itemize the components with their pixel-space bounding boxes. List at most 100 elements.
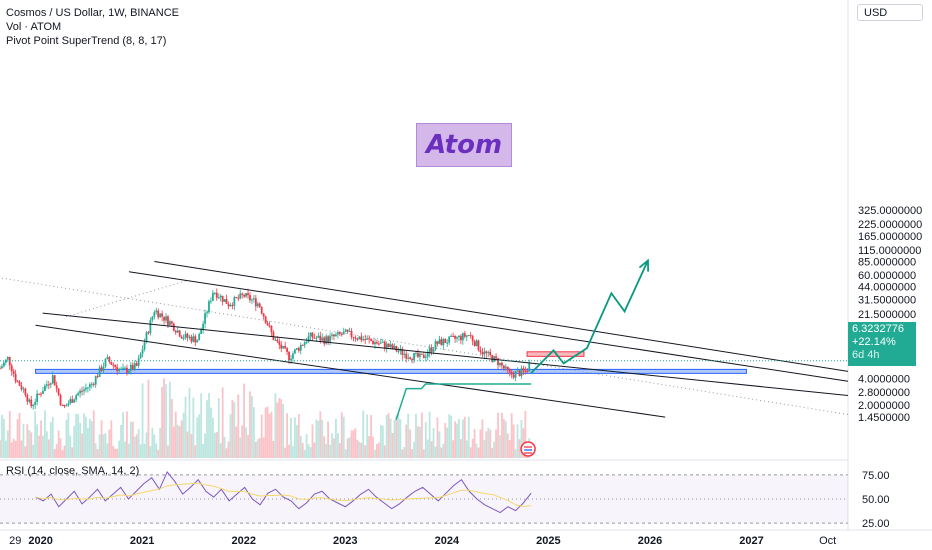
candle-body [210,300,212,302]
candle-body [38,393,40,395]
volume-bar [481,419,484,458]
candle-body [69,399,72,404]
y-tick-label: 165.0000000 [858,231,922,243]
y-tick-label: 225.0000000 [858,219,922,231]
volume-bar [473,429,476,458]
volume-bar [465,440,468,458]
volume-bar [120,424,122,458]
volume-bar [249,391,251,458]
channel-line [35,324,666,418]
projection-arrowhead [638,258,650,272]
candle-body [180,336,183,339]
candle-body [348,330,351,332]
x-tick-label: 29 [9,535,21,547]
candle-body [90,383,93,385]
atom-annotation-label[interactable]: Atom [416,123,512,167]
volume-bar [215,432,218,458]
candle-body [223,299,226,302]
candle-body [282,345,285,349]
candle-body [145,332,148,343]
candle-body [176,330,179,333]
volume-bar [110,420,113,458]
y-tick-label: 31.5000000 [858,294,916,306]
volume-bar [524,410,527,458]
candle-body [305,341,308,343]
supertrend-indicator-label[interactable]: Pivot Point SuperTrend (8, 8, 17) [6,35,167,47]
volume-bar [243,383,246,458]
candle-body [321,337,324,341]
volume-bar [444,422,447,458]
candle-body [98,367,101,377]
volume-bar [504,421,507,458]
volume-bar [333,438,335,458]
candle-body [331,334,333,336]
candle-body [354,337,357,339]
volume-bar [67,412,70,458]
candle-body [270,325,273,333]
candle-body [204,313,206,324]
volume-bar [167,445,169,458]
candle-body [86,387,89,389]
volume-bar [139,444,142,458]
candle-body [512,374,515,378]
volume-bar [86,427,89,458]
volume-bar [360,442,363,458]
volume-bar [315,419,318,458]
candle-body [0,368,1,370]
candle-body [372,340,374,345]
candle-body [6,356,9,360]
x-tick-label: Oct [819,535,836,547]
candle-body [516,370,519,372]
candle-body [10,365,13,372]
candle-body [458,335,460,338]
rsi-line [35,470,532,514]
volume-bar [12,438,15,458]
volume-bar [461,419,464,458]
volume-bar [188,387,191,458]
volume-bar [118,440,121,458]
volume-bar [71,447,74,458]
candle-body [360,336,363,341]
volume-bar [10,442,13,458]
volume-bar [372,436,374,458]
volume-bar [467,416,470,458]
volume-bar [469,447,472,458]
candle-body [118,368,121,372]
candle-body [514,371,517,378]
candle-body [460,335,462,341]
volume-bar [436,417,439,458]
y-tick-label: 115.0000000 [858,245,921,257]
volume-bar [26,424,29,458]
volume-bar [108,429,111,458]
candle-body [239,293,242,299]
candle-body [333,334,335,337]
rsi-legend[interactable]: RSI (14, close, SMA, 14, 2) [6,465,140,477]
volume-bar [147,379,150,458]
candle-body [297,347,300,351]
volume-bar [254,441,257,458]
candle-body [387,343,390,348]
candle-body [381,341,384,343]
candle-body [165,316,167,321]
candle-body [149,320,152,334]
volume-bar [231,400,234,458]
volume-bar [24,446,27,458]
candle-body [196,340,199,343]
symbol-title[interactable]: Cosmos / US Dollar, 1W, BINANCE [6,7,179,19]
candle-body [467,335,470,337]
currency-selector[interactable]: USD [857,4,923,21]
volume-bar [32,444,35,458]
candle-body [401,348,404,355]
candle-body [317,335,320,338]
volume-indicator-label[interactable]: Vol · ATOM [6,21,62,33]
volume-bar [161,387,164,458]
candle-body [141,349,144,354]
volume-bar [112,445,115,458]
volume-bar [420,412,423,458]
candle-body [106,357,109,359]
candle-body [247,293,249,296]
volume-bar [85,416,87,458]
y-tick-label: 44.0000000 [858,282,916,294]
volume-bar [288,444,290,458]
